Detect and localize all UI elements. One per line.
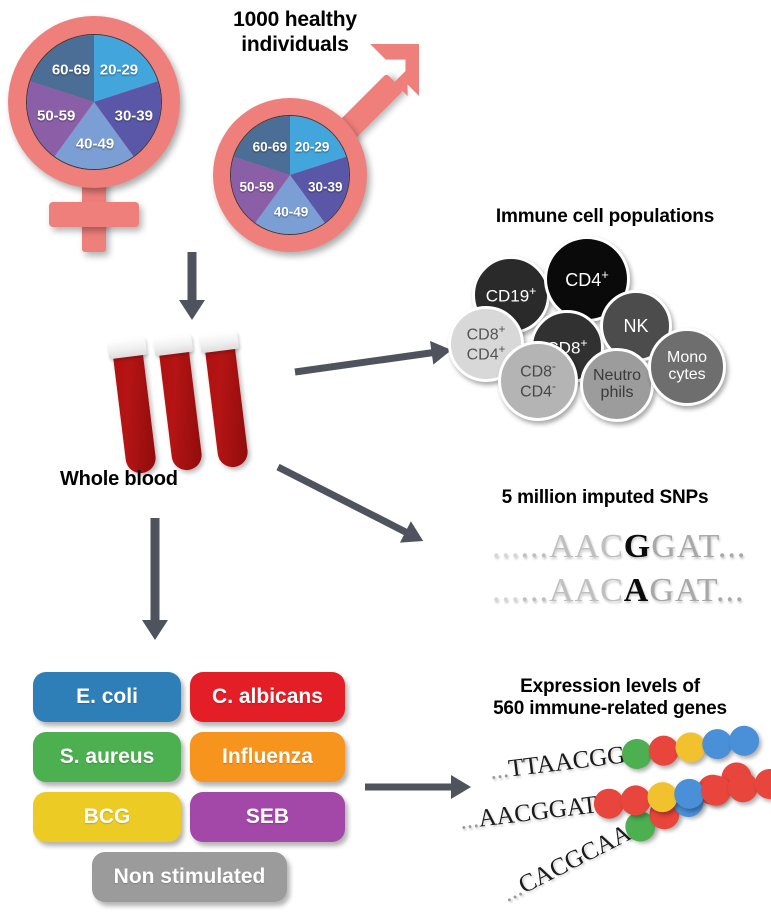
arrow-stimuli-to-expression bbox=[365, 775, 475, 799]
stimulus-label: BCG bbox=[83, 805, 131, 828]
immune-cell-label: CD8+ CD4+ bbox=[466, 323, 506, 364]
male-symbol-arrow bbox=[305, 42, 423, 160]
snp-variant-2: A bbox=[623, 572, 650, 609]
expression-strands: ...TTAACGG ...AACGGAT ...CACGCAA bbox=[458, 724, 771, 915]
immune-cell-cluster: CD19+ CD4+ CD8+ CD4+ CD8+ NK CD8- CD4- Neutro phi… bbox=[448, 236, 771, 422]
age-distribution-pie-female: 20-29 30-39 40-49 50-59 60-69 bbox=[26, 34, 162, 170]
blood-tube bbox=[107, 336, 158, 480]
immune-cell-label: Neutro phils bbox=[592, 367, 642, 401]
stimulus-non-stimulated[interactable]: Non stimulated bbox=[92, 852, 287, 902]
arrow-cohort-to-blood bbox=[177, 252, 207, 320]
stimulus-label: Non stimulated bbox=[113, 865, 266, 888]
age-distribution-pie-male: 20-29 30-39 40-49 50-59 60-69 bbox=[230, 115, 350, 235]
expression-bead bbox=[727, 724, 761, 758]
stimulus-seb[interactable]: SEB bbox=[190, 792, 345, 842]
immune-cell-label: NK bbox=[623, 315, 649, 336]
snp-allele-row-1: ......AACGGAT... bbox=[492, 528, 747, 565]
expression-bead bbox=[753, 767, 771, 801]
expression-strand-sequence: ...AACGGAT bbox=[458, 791, 599, 835]
female-gender-symbol: 20-29 30-39 40-49 50-59 60-69 bbox=[8, 16, 188, 256]
section-title-immune-cells: Immune cell populations bbox=[495, 206, 715, 227]
pie-label-40-49: 40-49 bbox=[75, 135, 115, 153]
immune-cell-label: CD19+ bbox=[485, 283, 537, 306]
snp-allele-row-2: ......AACAGAT... bbox=[492, 572, 745, 609]
stimulus-label: Influenza bbox=[221, 745, 313, 768]
arrow-blood-to-snps bbox=[273, 456, 444, 559]
stimulus-c-albicans[interactable]: C. albicans bbox=[190, 672, 345, 722]
pie-label-20-29: 20-29 bbox=[99, 61, 139, 79]
snp-prefix-2: ...AAC bbox=[520, 572, 624, 609]
label-whole-blood: Whole blood bbox=[60, 468, 178, 490]
stimulus-e-coli[interactable]: E. coli bbox=[33, 672, 181, 722]
female-symbol-crossbar bbox=[49, 202, 139, 227]
immune-cell-neutrophils: Neutro phils bbox=[580, 348, 654, 422]
immune-cell-cd8-cd4: CD8- CD4- bbox=[498, 341, 578, 421]
blood-tube bbox=[153, 333, 204, 477]
pie-label-30-39: 30-39 bbox=[114, 107, 153, 125]
male-gender-symbol: 20-29 30-39 40-49 50-59 60-69 bbox=[205, 42, 425, 252]
pie-label-30-39: 30-39 bbox=[307, 179, 343, 195]
pie-label-50-59: 50-59 bbox=[37, 107, 76, 125]
pie-label-60-69: 60-69 bbox=[51, 61, 91, 79]
expression-strand-sequence: ...TTAACGG bbox=[488, 741, 627, 785]
snp-variant-1: G bbox=[623, 528, 652, 565]
pie-label-40-49: 40-49 bbox=[273, 204, 309, 220]
immune-cell-label: CD4+ bbox=[565, 267, 609, 291]
expression-title-line-2: 560 immune-related genes bbox=[493, 698, 727, 720]
expression-title-line-1: Expression levels of bbox=[520, 676, 700, 697]
stimulus-label: C. albicans bbox=[212, 685, 323, 708]
section-title-snps: 5 million imputed SNPs bbox=[501, 487, 709, 508]
snp-suffix-2: GAT... bbox=[649, 572, 745, 609]
pie-label-50-59: 50-59 bbox=[239, 179, 275, 195]
section-title-expression: Expression levels of 560 immune-related … bbox=[455, 676, 765, 721]
immune-cell-label: CD8- CD4- bbox=[520, 360, 556, 401]
whole-blood-tubes bbox=[105, 330, 280, 477]
immune-cell-monocytes: Mono cytes bbox=[648, 328, 726, 406]
arrow-blood-to-stimuli bbox=[140, 518, 170, 640]
snp-suffix-1: GAT... bbox=[651, 528, 747, 565]
expression-strand-sequence: ...CACGCAA bbox=[497, 819, 636, 908]
pie-label-60-69: 60-69 bbox=[252, 139, 288, 155]
blood-tube bbox=[199, 330, 250, 474]
stimulus-bcg[interactable]: BCG bbox=[33, 792, 181, 842]
stimulus-s-aureus[interactable]: S. aureus bbox=[33, 732, 181, 782]
stimulus-influenza[interactable]: Influenza bbox=[190, 732, 345, 782]
stimulus-label: E. coli bbox=[76, 685, 138, 708]
immune-cell-label: Mono cytes bbox=[666, 349, 708, 383]
pie-label-20-29: 20-29 bbox=[294, 139, 330, 155]
arrow-blood-to-immune bbox=[293, 338, 455, 384]
stimulus-label: S. aureus bbox=[59, 745, 155, 768]
stimulus-label: SEB bbox=[245, 805, 290, 828]
snp-prefix-1: ...AAC bbox=[520, 528, 624, 565]
stimuli-grid: E. coli C. albicans S. aureus Influenza BCG S… bbox=[30, 672, 350, 902]
page-title-cohort: 1000 healthy individuals bbox=[233, 8, 357, 56]
